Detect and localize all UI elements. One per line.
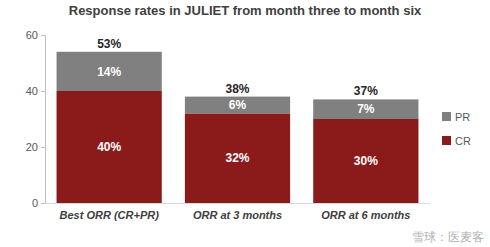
x-tick: ORR at 3 months (193, 203, 282, 221)
data-label: 30% (354, 154, 378, 168)
x-tick-label: ORR at 6 months (321, 209, 410, 221)
x-tick: Best ORR (CR+PR) (60, 203, 160, 221)
x-axis-line (46, 203, 431, 204)
data-label: 40% (97, 140, 121, 154)
y-tick-label: 0 (32, 197, 38, 209)
data-label: 7% (357, 102, 375, 116)
data-labels: 40% 32% 30% 14% 6% 7% 53% 38% 37% (97, 37, 378, 168)
legend-swatch (442, 112, 451, 121)
bar-segment (57, 52, 162, 91)
data-label: 32% (225, 151, 249, 165)
total-label: 38% (225, 82, 249, 96)
y-tick-mark (41, 203, 45, 204)
bar-segment (57, 91, 162, 203)
bar-segment (185, 97, 290, 114)
bar-segment (185, 113, 290, 203)
legend-swatch (442, 136, 451, 145)
annotation: 雪球：医麦客 (412, 230, 484, 244)
y-tick-label: 40 (26, 85, 38, 97)
plot: 0 20 40 60 Best ORR (CR+PR) ORR at 3 months OR… (26, 29, 431, 221)
total-label: 53% (97, 37, 121, 51)
legend: PR CR (442, 111, 471, 147)
legend-item: PR (442, 111, 470, 123)
x-tick-label: Best ORR (CR+PR) (60, 209, 160, 221)
y-tick-label: 60 (26, 29, 38, 41)
legend-item: CR (442, 135, 471, 147)
y-axis-line (41, 36, 46, 204)
y-tick-mark (41, 35, 45, 36)
y-tick: 40 (26, 85, 45, 97)
chart: Response rates in JULIET from month thre… (0, 0, 490, 247)
y-tick: 60 (26, 29, 45, 41)
y-tick: 0 (32, 197, 45, 209)
y-tick: 20 (26, 141, 45, 153)
y-tick-mark (41, 147, 45, 148)
bars (57, 52, 419, 203)
data-label: 6% (229, 98, 247, 112)
title: Response rates in JULIET from month thre… (69, 3, 422, 18)
x-axis: Best ORR (CR+PR) ORR at 3 months ORR at 6 … (46, 203, 431, 221)
y-tick-label: 20 (26, 141, 38, 153)
legend-label: CR (455, 135, 471, 147)
legend-label: PR (455, 111, 470, 123)
y-axis: 0 20 40 60 (26, 29, 46, 209)
total-label: 37% (354, 84, 378, 98)
bar-segment (313, 119, 418, 203)
x-tick: ORR at 6 months (321, 203, 410, 221)
x-tick-label: ORR at 3 months (193, 209, 282, 221)
bar-segment (313, 99, 418, 119)
data-label: 14% (97, 65, 121, 79)
y-tick-mark (41, 91, 45, 92)
